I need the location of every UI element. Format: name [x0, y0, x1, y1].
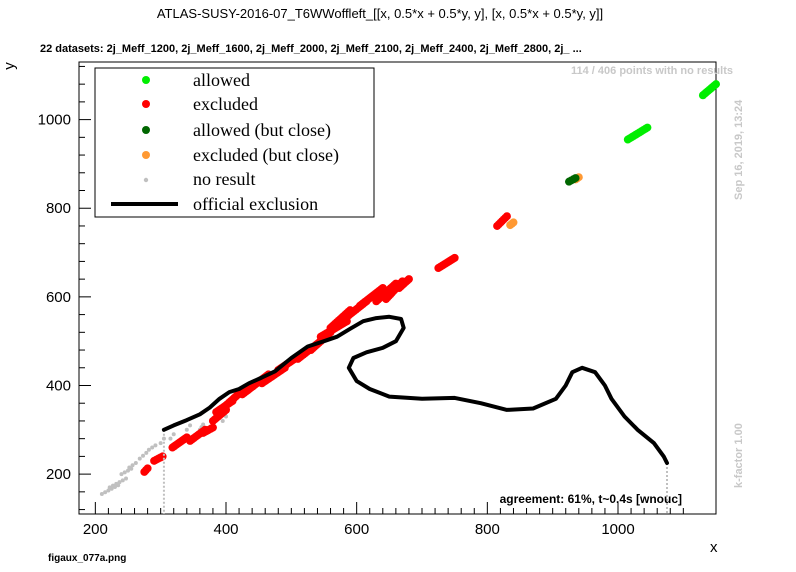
- no-result-point: [99, 492, 104, 497]
- legend-excluded-label: excluded: [193, 94, 258, 114]
- y-tick-label: 400: [46, 377, 71, 394]
- no-result-point: [153, 443, 158, 448]
- official-exclusion-line: [161, 314, 669, 514]
- excluded-but-close--point: [509, 218, 518, 227]
- allowed-point: [643, 123, 652, 132]
- excluded-point: [502, 212, 511, 221]
- no-result-point: [133, 461, 138, 466]
- no-result-point: [168, 436, 173, 441]
- no-result-point: [106, 488, 111, 493]
- no-result-point: [171, 432, 176, 437]
- y-tick-label: 200: [46, 466, 71, 483]
- no-result-point: [150, 445, 155, 450]
- chart-subtitle: 22 datasets: 2j_Meff_1200, 2j_Meff_1600,…: [40, 43, 582, 55]
- axis-ticks: 200 400 600 800 1000 200 400 600 800 1000: [38, 65, 684, 538]
- no-result-point: [107, 485, 112, 490]
- no-result-point: [127, 465, 132, 470]
- no-result-point: [122, 470, 127, 475]
- x-axis-label: x: [710, 539, 718, 556]
- no-result-point: [130, 463, 135, 468]
- no-result-note: 114 / 406 points with no results: [571, 65, 733, 77]
- allowed-point: [712, 80, 720, 89]
- k-factor: k-factor 1.00: [733, 423, 745, 488]
- x-tick-label: 1000: [601, 521, 634, 538]
- no-result-point: [110, 483, 115, 488]
- no-result-point: [141, 453, 146, 458]
- legend-allowed-close-label: allowed (but close): [193, 120, 331, 141]
- timestamp: Sep 16, 2019, 13:24: [733, 99, 745, 200]
- no-result-point: [117, 480, 122, 485]
- x-tick-label: 600: [344, 521, 369, 538]
- no-result-point: [137, 456, 142, 461]
- no-result-point: [120, 478, 125, 483]
- legend-box: [94, 67, 375, 218]
- legend-excluded-marker: [142, 100, 150, 108]
- y-tick-label: 800: [46, 200, 71, 217]
- no-result-point: [124, 476, 129, 481]
- y-tick-label: 1000: [38, 112, 71, 129]
- legend-exclusion-label: official exclusion: [193, 194, 318, 214]
- x-tick-label: 800: [475, 521, 500, 538]
- legend: allowed excluded allowed (but close) exc…: [94, 67, 375, 218]
- no-result-point: [184, 427, 189, 432]
- excluded-point: [450, 253, 459, 262]
- y-axis-label: y: [1, 62, 18, 70]
- legend-excluded-close-label: excluded (but close): [193, 145, 339, 166]
- no-result-point: [146, 447, 151, 452]
- no-result-point: [119, 472, 124, 477]
- legend-allowed-marker: [142, 76, 150, 84]
- exclusion-curve: [161, 314, 669, 465]
- excluded-point: [404, 275, 413, 284]
- no-result-point: [158, 441, 163, 446]
- excluded-point: [208, 423, 217, 432]
- excluded-point: [158, 452, 167, 461]
- y-tick-label: 600: [46, 289, 71, 306]
- legend-no-result-label: no result: [193, 169, 256, 189]
- no-result-point: [144, 450, 149, 455]
- no-result-point: [126, 468, 130, 473]
- legend-excluded-close-marker: [142, 151, 150, 159]
- x-tick-label: 200: [83, 521, 108, 538]
- excluded-point: [143, 464, 152, 473]
- chart-title: ATLAS-SUSY-2016-07_T6WWoffleft_[[x, 0.5*…: [157, 6, 603, 21]
- no-result-point: [201, 422, 206, 427]
- x-tick-label: 400: [213, 521, 238, 538]
- no-result-point: [114, 481, 119, 486]
- no-result-point: [220, 418, 225, 423]
- agreement-label: agreement: 61%, t~0.4s [wnouc]: [500, 492, 682, 506]
- legend-no-result-marker: [143, 177, 149, 183]
- allowed-but-close--point: [571, 174, 580, 183]
- legend-allowed-label: allowed: [193, 70, 250, 90]
- no-result-point: [188, 423, 193, 428]
- legend-allowed-close-marker: [142, 126, 150, 134]
- no-result-point: [103, 490, 108, 495]
- filename-label: figaux_077a.png: [48, 553, 126, 564]
